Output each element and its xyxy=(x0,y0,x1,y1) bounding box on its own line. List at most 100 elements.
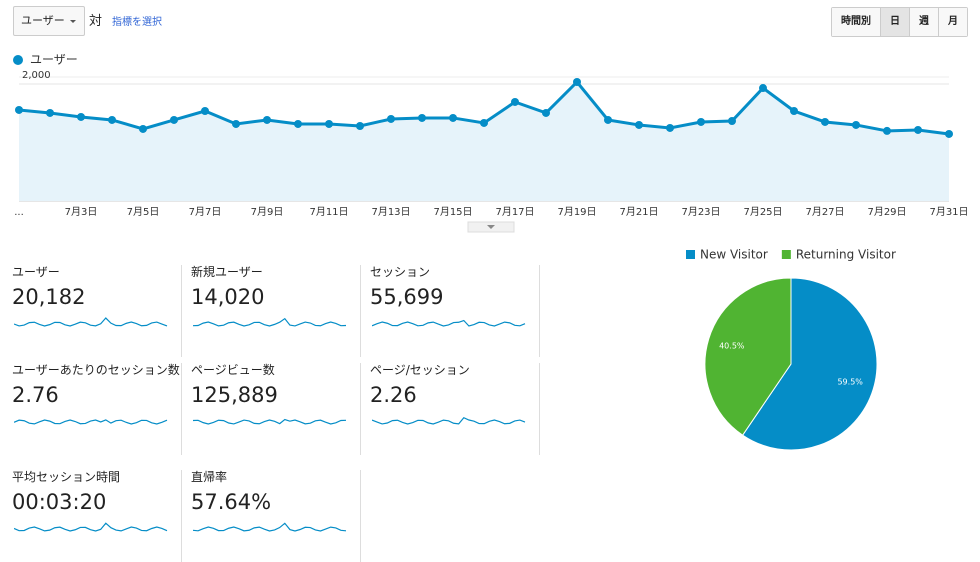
point xyxy=(728,116,736,125)
point xyxy=(511,97,519,106)
point xyxy=(15,105,23,114)
x-tick-label: 7月25日 xyxy=(743,206,782,218)
pie-slice xyxy=(704,277,792,436)
point xyxy=(139,124,147,133)
legend-marker xyxy=(13,55,23,65)
metric-card: ユーザー 20,182 xyxy=(12,265,182,357)
metric-value: 14,020 xyxy=(191,285,265,309)
sparkline-path xyxy=(14,317,168,327)
x-tick-label: 7月13日 xyxy=(371,206,410,218)
metric-value: 2.26 xyxy=(370,383,417,407)
x-tick-label: 7月5日 xyxy=(127,206,160,218)
sparkline-path xyxy=(193,317,347,327)
x-tick-label: 7月3日 xyxy=(65,206,98,218)
point xyxy=(263,115,271,124)
x-tick-label: 7月15日 xyxy=(433,206,472,218)
point xyxy=(542,108,550,117)
area xyxy=(19,81,949,201)
legend-swatch xyxy=(781,250,791,259)
metric-value: 20,182 xyxy=(12,285,86,309)
point xyxy=(356,121,364,130)
sparkline-path xyxy=(372,417,526,425)
sparkline-path xyxy=(14,419,168,425)
x-tick-label: 7月23日 xyxy=(681,206,720,218)
point xyxy=(852,120,860,129)
sparkline-path xyxy=(193,522,347,532)
point xyxy=(697,117,705,126)
x-tick-label: 7月17日 xyxy=(495,206,534,218)
metric-card: ページ/セッション 2.26 xyxy=(370,363,540,455)
x-tick-label: 7月19日 xyxy=(557,206,596,218)
point xyxy=(883,126,891,135)
metric-name: 平均セッション時間 xyxy=(12,470,121,484)
x-tick-label: 7月7日 xyxy=(189,206,222,218)
point xyxy=(573,77,581,86)
sparkline xyxy=(14,522,168,532)
point xyxy=(635,120,643,129)
period-button[interactable]: 日 xyxy=(880,8,909,36)
legend-swatch xyxy=(686,250,695,259)
point xyxy=(232,119,240,128)
period-buttons: 時間別日週月 xyxy=(831,7,968,37)
point xyxy=(759,84,767,93)
x-tick-label: 7月9日 xyxy=(251,206,284,218)
versus-label: 対 xyxy=(89,14,103,29)
metric-card: 新規ユーザー 14,020 xyxy=(191,265,361,357)
point xyxy=(46,108,54,117)
point xyxy=(821,117,829,126)
point xyxy=(790,107,798,116)
sparkline xyxy=(193,317,347,327)
metric-value: 57.64% xyxy=(191,490,272,514)
sparkline xyxy=(14,419,168,425)
metric-name: ページ/セッション xyxy=(370,363,470,377)
x-tick-label: 7月11日 xyxy=(309,206,348,218)
point xyxy=(604,115,612,124)
sparkline-path xyxy=(193,418,347,425)
x-tick-label: 7月21日 xyxy=(619,206,658,218)
metric-card: 直帰率 57.64% xyxy=(191,470,361,562)
point xyxy=(294,119,302,128)
x-tick-label: ... xyxy=(14,207,24,218)
metric-value: 00:03:20 xyxy=(12,490,107,514)
metric-name: セッション xyxy=(370,265,431,279)
metric-card: ユーザーあたりのセッション数 2.76 xyxy=(12,363,182,455)
point xyxy=(449,113,457,122)
period-button[interactable]: 月 xyxy=(938,8,967,36)
metric-name: 新規ユーザー xyxy=(191,265,263,279)
slice-label: 59.5% xyxy=(837,378,863,387)
point xyxy=(170,115,178,124)
point xyxy=(387,114,395,123)
point xyxy=(108,115,116,124)
point xyxy=(666,123,674,132)
select-metric-link[interactable]: 指標を選択 xyxy=(112,17,162,28)
metric-card: 平均セッション時間 00:03:20 xyxy=(12,470,182,562)
metric-name: 直帰率 xyxy=(191,470,228,484)
metric-value: 55,699 xyxy=(370,285,444,309)
sparkline xyxy=(372,319,526,327)
metric-value: 2.76 xyxy=(12,383,59,407)
sparkline xyxy=(193,522,347,532)
point xyxy=(77,112,85,121)
metric-dropdown[interactable]: ユーザー xyxy=(13,6,85,36)
point xyxy=(945,129,953,138)
period-button[interactable]: 時間別 xyxy=(832,8,880,36)
sparkline-path xyxy=(372,319,526,327)
x-tick-label: 7月31日 xyxy=(929,206,968,218)
point xyxy=(418,113,426,122)
sparkline xyxy=(372,417,526,425)
x-tick-label: 7月29日 xyxy=(867,206,906,218)
period-button[interactable]: 週 xyxy=(909,8,938,36)
collapse-arrow xyxy=(487,225,495,229)
legend-label: ユーザー xyxy=(30,53,78,67)
legend-label: New Visitor xyxy=(700,248,768,262)
x-tick-label: 7月27日 xyxy=(805,206,844,218)
sparkline-path xyxy=(14,522,168,532)
legend-label: Returning Visitor xyxy=(796,248,896,262)
metric-value: 125,889 xyxy=(191,383,278,407)
metric-card: ページビュー数 125,889 xyxy=(191,363,361,455)
metric-name: ページビュー数 xyxy=(191,363,275,377)
point xyxy=(201,107,209,116)
point xyxy=(480,118,488,127)
